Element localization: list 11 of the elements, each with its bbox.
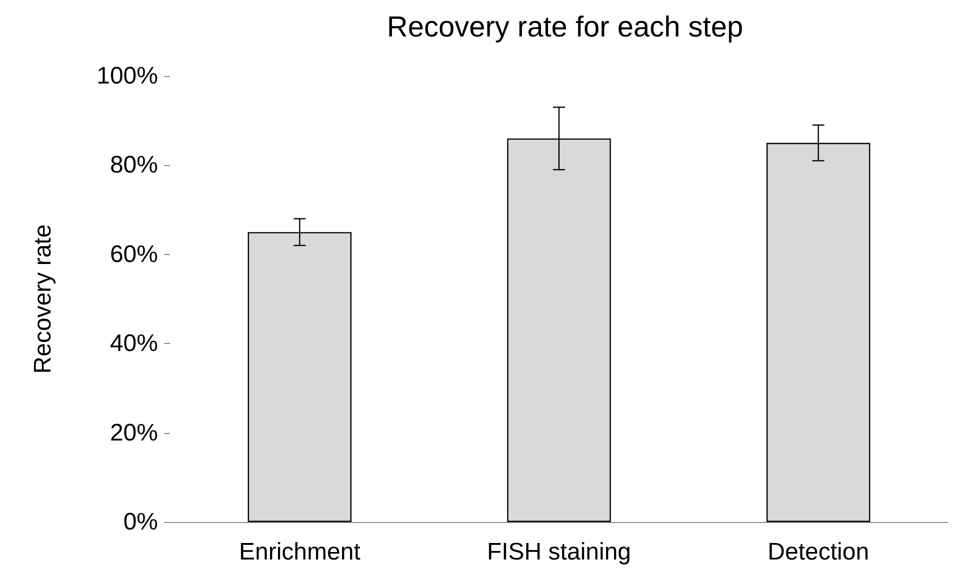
y-tick-label: 80% <box>110 152 158 179</box>
x-tick-label: Detection <box>768 538 870 566</box>
y-axis-title: Recovery rate <box>30 224 56 374</box>
y-tick-label: 40% <box>110 330 158 358</box>
y-tick-label: 60% <box>110 240 158 268</box>
y-tick-label: 100% <box>96 62 158 90</box>
x-tick-label: Enrichment <box>238 538 361 566</box>
chart-title: Recovery rate for each step <box>386 12 744 44</box>
x-tick-label: FISH staining <box>486 538 632 566</box>
y-tick-label: 0% <box>123 508 158 536</box>
y-tick-label: 20% <box>110 419 158 446</box>
